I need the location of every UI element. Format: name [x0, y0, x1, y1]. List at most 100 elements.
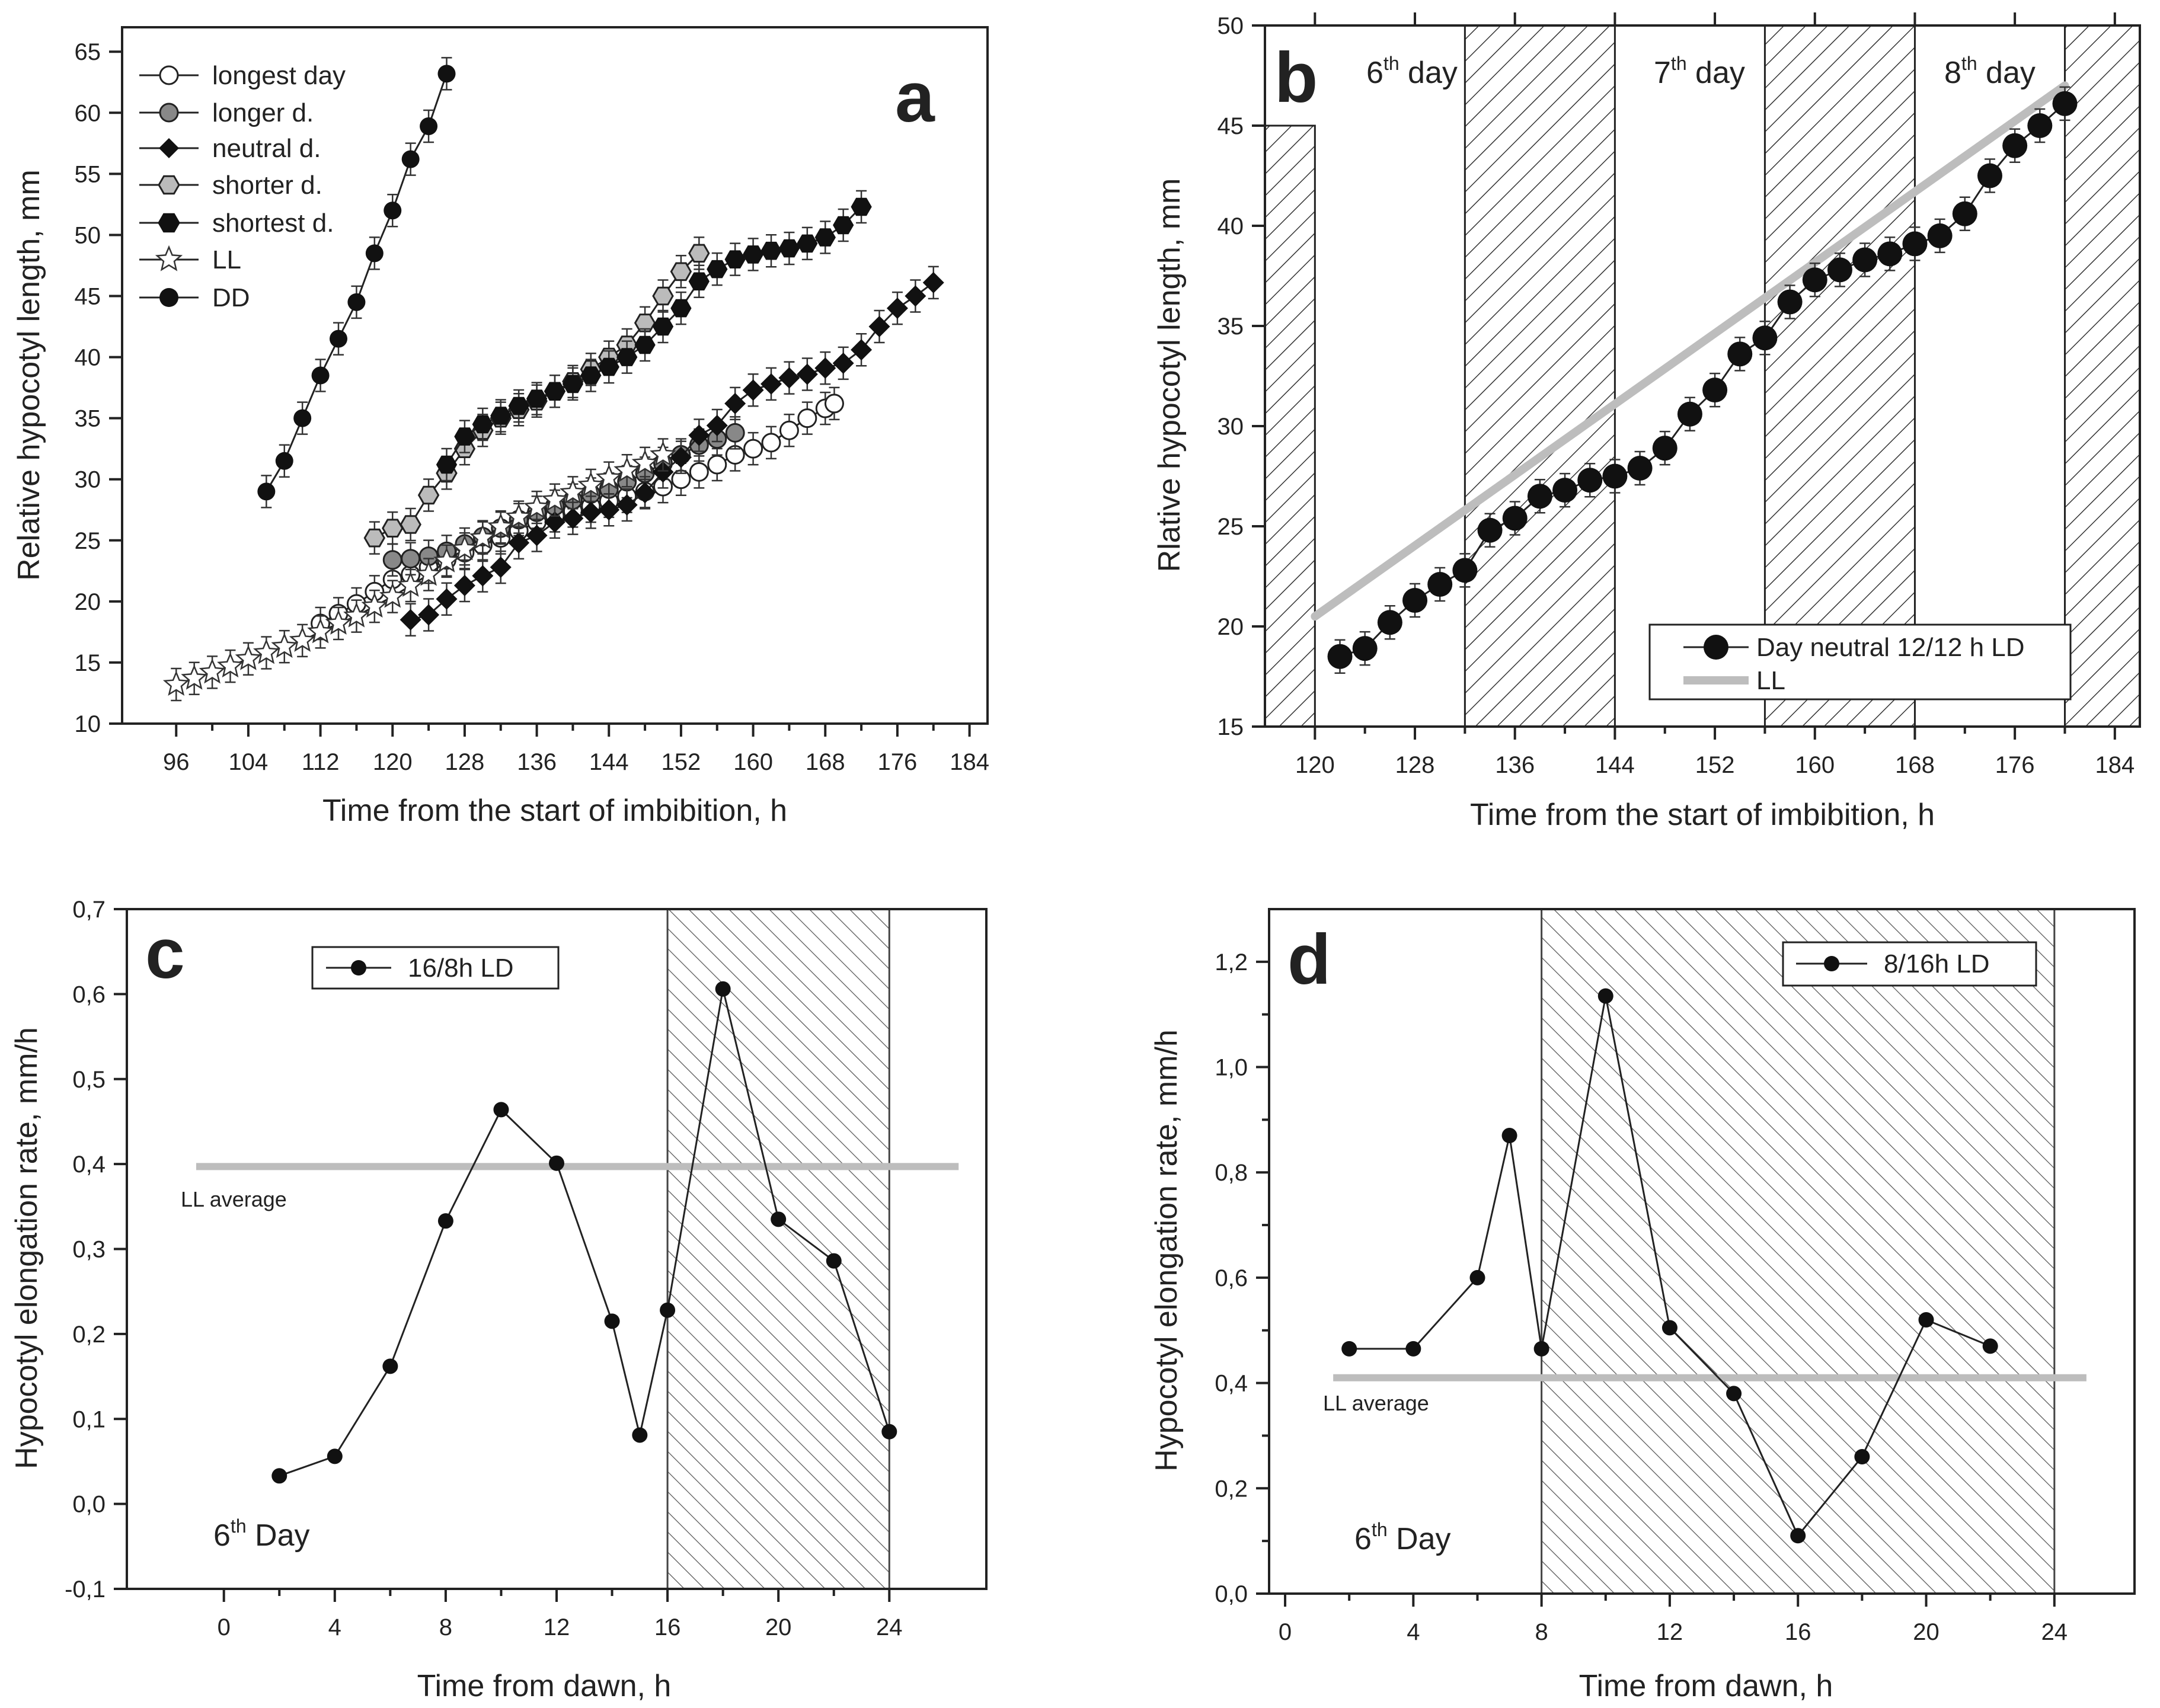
- y-tick-label: 0,5: [72, 1067, 106, 1093]
- y-tick-label: 35: [1218, 314, 1244, 340]
- legend-entry-shorter-d: shorter d.: [139, 171, 322, 200]
- x-tick-label: 184: [950, 749, 989, 775]
- x-tick-label: 168: [806, 749, 845, 775]
- data-point: [1405, 1341, 1421, 1357]
- y-tick-label: 20: [1218, 614, 1244, 640]
- y-tick-label: 45: [75, 284, 101, 310]
- x-tick-label: 4: [1407, 1619, 1420, 1645]
- data-point: [418, 604, 440, 626]
- data-point: [289, 626, 316, 652]
- b-panel-label: b: [1274, 38, 1318, 117]
- c-day-label: 6th Day: [213, 1515, 310, 1553]
- x-tick-label: 12: [544, 1614, 570, 1640]
- data-point: [1602, 463, 1628, 489]
- x-tick-label: 96: [163, 749, 190, 775]
- data-point: [235, 645, 262, 670]
- x-tick-label: 16: [654, 1614, 681, 1640]
- data-point: [826, 1253, 842, 1269]
- d-panel-label: d: [1287, 920, 1331, 999]
- data-point: [363, 528, 386, 548]
- x-tick-label: 144: [589, 749, 629, 775]
- data-point: [382, 550, 402, 570]
- y-tick-label: 1,0: [1215, 1055, 1248, 1081]
- ll-line: [1311, 81, 2069, 621]
- x-tick-label: 8: [439, 1614, 452, 1640]
- x-tick-label: 120: [1295, 752, 1335, 778]
- data-point: [1597, 988, 1613, 1004]
- d-ticks: 0 4 8 12 16 20 24 0,0 0,2 0,4 0,6 0,8 1,0 1,2: [1215, 949, 2068, 1645]
- data-point: [400, 609, 421, 631]
- x-tick-label: 112: [302, 749, 340, 775]
- y-tick-label: 50: [1218, 13, 1244, 39]
- data-point: [652, 317, 674, 336]
- data-point: [1661, 1320, 1677, 1336]
- data-point: [688, 244, 710, 263]
- data-point: [199, 658, 226, 684]
- c-y-axis-label: Hypocotyl elongation rate, mm/h: [9, 1027, 44, 1469]
- data-point: [293, 409, 312, 427]
- y-tick-label: 55: [75, 161, 101, 187]
- data-point: [689, 462, 709, 482]
- data-point: [598, 499, 620, 521]
- data-point: [742, 245, 764, 264]
- data-point: [379, 583, 406, 608]
- data-point: [868, 316, 890, 338]
- data-point: [670, 299, 692, 318]
- data-point: [824, 394, 844, 414]
- data-point: [742, 379, 764, 401]
- data-point: [725, 423, 745, 443]
- data-point: [436, 588, 458, 610]
- data-point: [707, 260, 728, 279]
- data-point: [1902, 231, 1928, 257]
- data-point: [1677, 401, 1702, 427]
- data-point: [652, 286, 674, 306]
- data-point: [1552, 478, 1578, 503]
- legend-marker-star: [155, 245, 183, 271]
- legend-label: longest day: [212, 61, 346, 90]
- legend-marker-circle: [1704, 635, 1728, 660]
- legend-label: LL: [212, 245, 241, 274]
- y-tick-label: 15: [1218, 714, 1244, 740]
- a-legend: longest day longer d. neutral d. shorter…: [139, 61, 346, 312]
- y-tick-label: 0,0: [72, 1492, 106, 1518]
- x-tick-label: 168: [1895, 752, 1935, 778]
- data-point: [851, 339, 873, 361]
- y-tick-label: 15: [75, 650, 101, 676]
- d-legend: 8/16h LD: [1782, 941, 2037, 987]
- legend-marker-hexagon-grey: [158, 175, 180, 195]
- data-point: [616, 348, 638, 366]
- data-point: [1777, 289, 1803, 315]
- x-tick-label: 128: [445, 749, 485, 775]
- data-point: [382, 1358, 398, 1374]
- data-point: [472, 415, 493, 434]
- b-day-label-6: 6th day: [1366, 53, 1458, 90]
- data-point: [833, 216, 854, 235]
- x-tick-label: 20: [765, 1614, 792, 1640]
- data-point: [433, 547, 460, 572]
- legend-marker-circle-grey: [159, 103, 179, 123]
- data-point: [365, 244, 384, 263]
- data-point: [761, 433, 781, 453]
- y-tick-label: 0,4: [1215, 1371, 1248, 1397]
- panel-a: 96 104 112 120 128 136 144 152 160 168 176 184 10 15 2…: [12, 26, 989, 828]
- series-line: [1349, 996, 1991, 1538]
- data-point: [1702, 378, 1728, 403]
- data-point: [796, 363, 818, 385]
- data-point: [1752, 325, 1778, 351]
- d-day-label: 6th Day: [1354, 1519, 1451, 1556]
- data-point: [1501, 1128, 1517, 1144]
- data-point: [401, 549, 421, 569]
- data-point: [1726, 1386, 1742, 1402]
- b-dark-periods: [1264, 24, 2141, 728]
- data-point: [814, 357, 836, 379]
- b-series: [1311, 81, 2078, 674]
- b-legend: Day neutral 12/12 h LD LL: [1648, 623, 2072, 701]
- data-point: [1827, 257, 1852, 283]
- y-tick-label: -0,1: [65, 1576, 106, 1603]
- panel-d: 0 4 8 12 16 20 24 0,0 0,2 0,4 0,6 0,8 1,0 1,2 d LL av…: [1149, 908, 2136, 1703]
- y-tick-label: 0,3: [72, 1237, 106, 1263]
- data-point: [469, 524, 496, 549]
- data-point: [1977, 163, 2002, 188]
- data-point: [275, 452, 293, 470]
- y-tick-label: 0,8: [1215, 1160, 1248, 1186]
